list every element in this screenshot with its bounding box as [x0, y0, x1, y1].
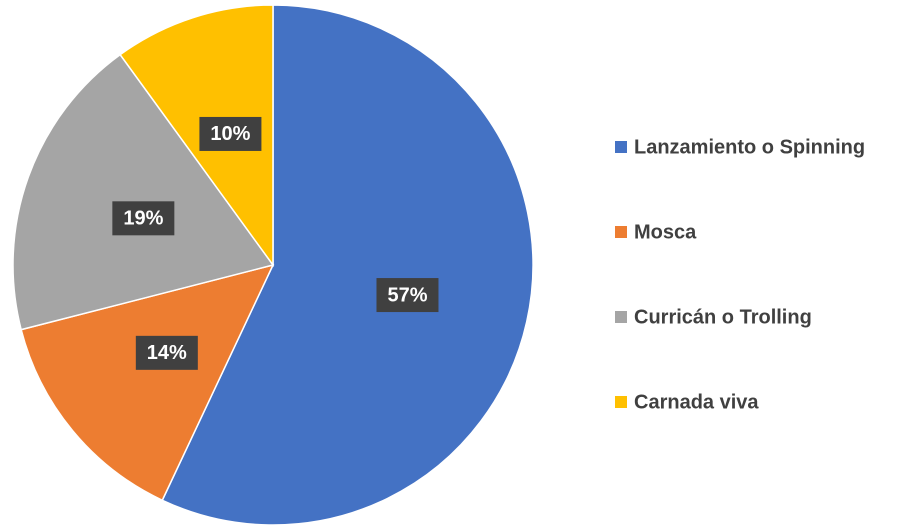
label-box: [376, 278, 439, 313]
legend-label: Curricán o Trolling: [634, 306, 812, 328]
pie-slice: [161, 4, 534, 526]
data-label: 19%: [123, 208, 163, 230]
label-box: [112, 201, 175, 236]
label-box: [199, 116, 262, 151]
data-label: 10%: [210, 123, 250, 145]
legend-swatch: [615, 226, 627, 238]
legend-label: Mosca: [634, 221, 697, 243]
pie-slice: [119, 4, 274, 268]
label-box: [135, 335, 198, 370]
data-label: 14%: [147, 342, 187, 364]
legend-swatch: [615, 396, 627, 408]
legend-label: Carnada viva: [634, 391, 759, 413]
legend-swatch: [615, 141, 627, 153]
legend-label: Lanzamiento o Spinning: [634, 136, 865, 158]
legend-swatch: [615, 311, 627, 323]
pie-slice: [12, 53, 275, 331]
data-label: 57%: [387, 284, 427, 306]
pie-slice: [20, 263, 275, 502]
